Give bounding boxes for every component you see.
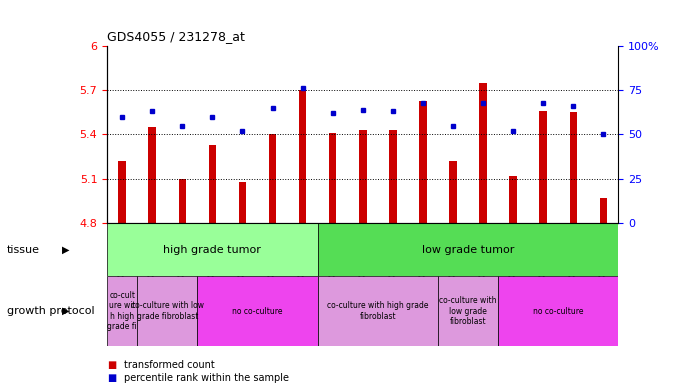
Text: ▶: ▶ [62,306,70,316]
Bar [480,83,487,223]
Bar [498,276,618,346]
Text: transformed count: transformed count [124,360,215,370]
Text: GDS4055 / 231278_at: GDS4055 / 231278_at [107,30,245,43]
Text: low grade tumor: low grade tumor [422,245,514,255]
Bar [107,223,318,276]
Bar [209,145,216,223]
Bar [329,133,337,223]
Text: co-culture with high grade
fibroblast: co-culture with high grade fibroblast [327,301,428,321]
Bar [149,127,156,223]
Bar [318,276,438,346]
Bar [178,179,186,223]
Bar [389,130,397,223]
Bar [509,175,517,223]
Bar [419,101,426,223]
Text: co-cult
ure wit
h high
grade fi: co-cult ure wit h high grade fi [107,291,137,331]
Bar [238,182,246,223]
Text: co-culture with low
grade fibroblast: co-culture with low grade fibroblast [131,301,204,321]
Text: ■: ■ [107,373,116,383]
Text: no co-culture: no co-culture [533,306,583,316]
Text: no co-culture: no co-culture [232,306,283,316]
Text: co-culture with
low grade
fibroblast: co-culture with low grade fibroblast [439,296,497,326]
Bar [198,276,318,346]
Bar [600,198,607,223]
Bar [318,223,618,276]
Text: high grade tumor: high grade tumor [164,245,261,255]
Bar [569,113,577,223]
Bar [269,134,276,223]
Bar [540,111,547,223]
Text: ■: ■ [107,360,116,370]
Text: tissue: tissue [7,245,40,255]
Bar [449,161,457,223]
Bar [107,276,138,346]
Bar [138,276,198,346]
Bar [359,130,366,223]
Text: percentile rank within the sample: percentile rank within the sample [124,373,290,383]
Bar [299,90,306,223]
Text: ▶: ▶ [62,245,70,255]
Text: growth protocol: growth protocol [7,306,95,316]
Bar [118,161,126,223]
Bar [438,276,498,346]
